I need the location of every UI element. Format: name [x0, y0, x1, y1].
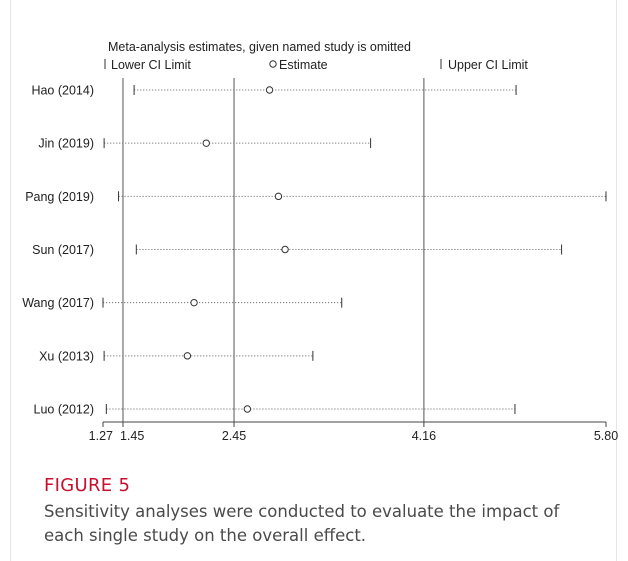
study-label: Hao (2014) — [31, 84, 94, 98]
estimate-marker — [265, 86, 274, 94]
estimate-marker — [190, 298, 198, 307]
study-row: Luo (2012) — [34, 403, 516, 417]
study-row: Xu (2013) — [39, 349, 314, 363]
estimate-marker — [202, 139, 210, 147]
x-tick-label: 4.16 — [412, 429, 436, 443]
legend-estimate-marker — [269, 60, 277, 68]
study-rows: Hao (2014) Jin (2019) Pang (2019) Sun (2017… — [22, 84, 607, 417]
study-label: Wang (2017) — [22, 296, 94, 310]
chart-title: Meta-analysis estimates, given named stu… — [108, 40, 411, 54]
estimate-marker — [183, 352, 192, 360]
study-label: Pang (2019) — [25, 190, 94, 204]
study-label: Sun (2017) — [32, 243, 94, 257]
study-label: Luo (2012) — [34, 403, 94, 417]
legend-upper-label: Upper CI Limit — [448, 58, 528, 72]
study-row: Sun (2017) — [32, 243, 563, 257]
legend-estimate-label: Estimate — [279, 58, 328, 72]
study-label: Jin (2019) — [38, 137, 94, 151]
forest-plot: Meta-analysis estimates, given named stu… — [22, 40, 618, 443]
figure-label: FIGURE 5 — [44, 475, 131, 496]
reference-lines — [122, 78, 425, 422]
estimate-marker — [281, 245, 289, 254]
x-axis-ticks: 1.27 1.45 2.45 4.16 5.80 — [89, 422, 618, 443]
x-tick-label: 1.27 — [89, 429, 113, 443]
x-tick-label: 2.45 — [222, 429, 246, 443]
figure-caption: Sensitivity analyses were conducted to e… — [44, 502, 560, 545]
estimate-marker — [243, 405, 252, 413]
figure-frame — [10, 0, 617, 561]
legend: Lower CI Limit Estimate Upper CI Limit — [104, 58, 528, 72]
legend-lower-label: Lower CI Limit — [111, 58, 191, 72]
estimate-marker — [274, 192, 283, 201]
study-label: Xu (2013) — [39, 349, 94, 363]
study-row: Hao (2014) — [31, 84, 517, 98]
study-row: Jin (2019) — [38, 137, 372, 151]
x-tick-label: 1.45 — [120, 429, 144, 443]
x-tick-label: 5.80 — [594, 429, 618, 443]
study-row: Pang (2019) — [25, 190, 607, 204]
study-row: Wang (2017) — [22, 296, 343, 310]
